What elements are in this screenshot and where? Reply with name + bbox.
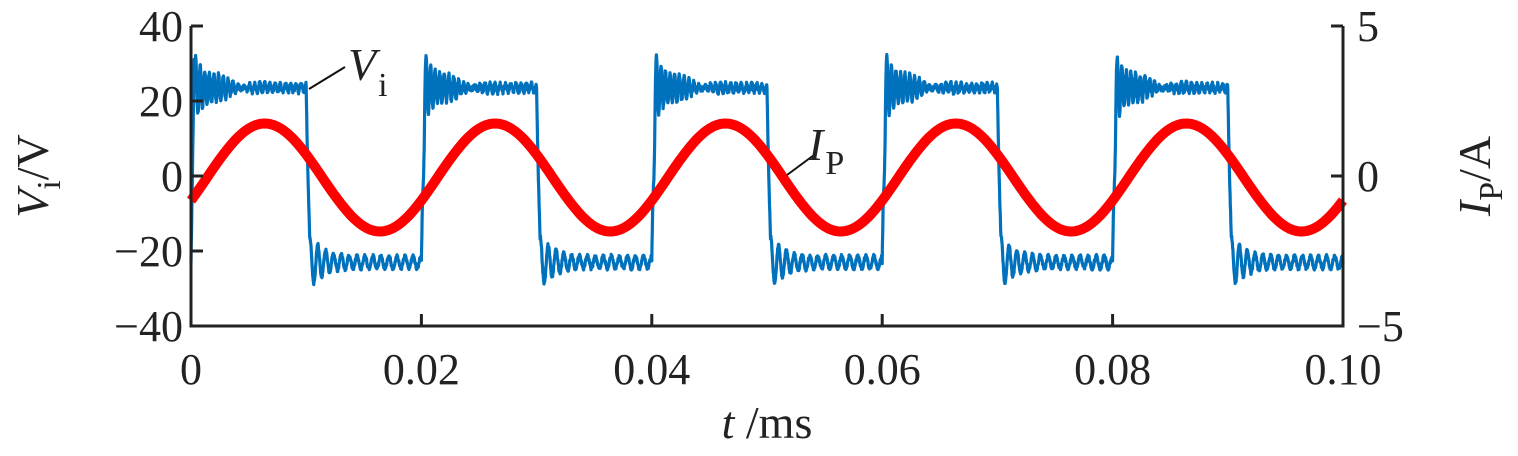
y-right-tick-label: 0 xyxy=(1357,152,1379,201)
y-left-tick-label: 0 xyxy=(161,152,183,201)
y-axis-label-left: Vi/V xyxy=(7,134,68,218)
x-tick-label: 0 xyxy=(180,345,202,394)
y-left-tick-label: 40 xyxy=(139,2,183,51)
y-left-tick-label: 20 xyxy=(139,77,183,126)
x-tick-label: 0.08 xyxy=(1074,345,1151,394)
y-axis-label-right: IP/A xyxy=(1449,136,1510,217)
ip-leader-line xyxy=(786,154,815,176)
ip-series-line xyxy=(186,118,1347,237)
y-right-tick-label: 5 xyxy=(1357,2,1379,51)
x-tick-label: 0.02 xyxy=(383,345,460,394)
x-tick-label: 0.04 xyxy=(613,345,690,394)
ticks: 0 0.02 0.04 0.06 0.08 0.10 40 20 0 −20 −40 5 0 −5 xyxy=(114,2,1404,394)
y-left-tick-label: −20 xyxy=(114,227,183,276)
series-layer xyxy=(186,52,1347,287)
x-tick-label: 0.06 xyxy=(844,345,921,394)
vi-series-label: Vi xyxy=(348,39,388,104)
vi-leader-line xyxy=(308,66,346,90)
ip-series-label: IP xyxy=(807,119,844,182)
x-tick-label: 0.10 xyxy=(1305,345,1382,394)
vi-series-line xyxy=(189,52,1345,287)
y-left-tick-label: −40 xyxy=(114,302,183,351)
x-axis-label: t /ms xyxy=(722,397,813,448)
y-right-tick-label: −5 xyxy=(1357,302,1404,351)
